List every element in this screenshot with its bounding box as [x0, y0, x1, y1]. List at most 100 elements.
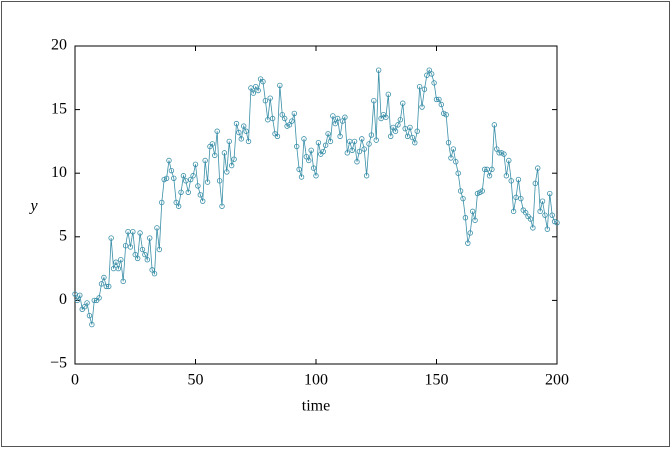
marker [313, 173, 319, 179]
marker [510, 208, 517, 215]
marker [482, 166, 488, 173]
marker [539, 198, 546, 204]
x-tick-label: 100 [304, 372, 328, 389]
marker [228, 162, 235, 169]
marker [395, 122, 401, 128]
marker [195, 183, 201, 189]
marker [419, 104, 425, 110]
marker [267, 95, 273, 101]
marker [159, 199, 165, 206]
marker [178, 189, 184, 195]
marker [479, 188, 485, 194]
x-tick-label: 150 [425, 372, 449, 389]
y-tick-label: 15 [51, 100, 67, 117]
marker [253, 84, 259, 90]
marker [149, 267, 155, 273]
marker [134, 255, 141, 262]
marker [460, 195, 466, 202]
marker [368, 132, 375, 138]
plot-frame [74, 45, 558, 365]
marker [294, 143, 300, 150]
marker [154, 225, 160, 231]
marker [147, 235, 153, 241]
marker [412, 139, 418, 146]
marker [414, 128, 420, 134]
x-tick-label: 200 [545, 372, 569, 389]
marker [204, 179, 211, 185]
marker [130, 229, 136, 235]
marker [402, 125, 408, 132]
marker [494, 146, 500, 152]
marker [103, 283, 110, 290]
marker [108, 235, 114, 241]
marker [219, 203, 225, 209]
marker [113, 259, 119, 265]
marker [431, 80, 437, 86]
x-tick-label: 0 [71, 372, 79, 389]
marker [361, 146, 367, 152]
marker [269, 115, 276, 122]
marker [433, 96, 440, 103]
marker [216, 178, 223, 184]
marker [426, 67, 432, 73]
marker [378, 115, 384, 122]
marker [530, 225, 536, 231]
marker [214, 128, 220, 134]
y-tick-label: −5 [50, 355, 67, 372]
marker [535, 165, 541, 171]
marker [501, 151, 507, 157]
marker [467, 230, 473, 236]
marker [315, 139, 322, 146]
marker [118, 256, 124, 263]
marker [236, 129, 242, 136]
marker [436, 96, 442, 103]
marker [373, 137, 379, 143]
marker [409, 134, 416, 141]
marker [260, 78, 266, 85]
marker [443, 111, 449, 118]
marker [554, 220, 560, 226]
marker [156, 246, 163, 253]
marker [286, 122, 293, 128]
marker [243, 128, 249, 134]
marker [549, 212, 555, 218]
marker [445, 139, 452, 146]
marker [168, 167, 175, 174]
marker [91, 297, 97, 304]
marker [513, 194, 519, 201]
marker [298, 174, 305, 180]
marker [187, 176, 194, 183]
marker [190, 173, 196, 179]
marker [404, 133, 411, 140]
marker [349, 147, 355, 154]
marker [72, 291, 78, 297]
marker [339, 118, 346, 124]
marker [115, 265, 122, 272]
marker [334, 115, 341, 122]
marker [400, 100, 406, 106]
marker [163, 175, 170, 181]
marker [233, 120, 240, 127]
marker [122, 243, 129, 249]
marker [151, 270, 158, 277]
marker [457, 188, 464, 194]
marker [407, 124, 413, 131]
marker [144, 256, 150, 263]
marker [245, 138, 252, 145]
y-tick-label: 20 [51, 37, 67, 54]
marker [175, 203, 182, 209]
marker [240, 123, 247, 129]
marker [265, 117, 271, 123]
marker [503, 173, 510, 179]
marker [342, 114, 348, 120]
marker [330, 113, 336, 119]
marker [506, 157, 512, 164]
marker [337, 133, 343, 140]
marker [375, 67, 382, 73]
marker [453, 159, 459, 165]
marker [291, 110, 298, 117]
marker [74, 297, 81, 304]
marker [289, 118, 295, 124]
x-axis-label: time [302, 398, 330, 415]
